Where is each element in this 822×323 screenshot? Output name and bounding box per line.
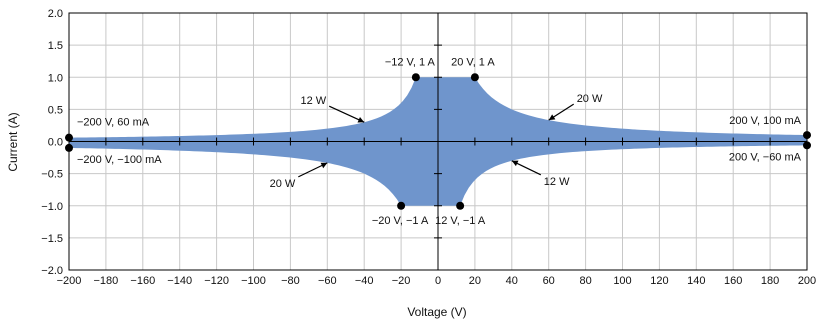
x-tick-label: 180 — [761, 275, 779, 287]
points — [65, 73, 811, 210]
data-point — [411, 73, 420, 82]
annotation-arrow — [328, 105, 365, 123]
x-tick-label: −40 — [355, 275, 374, 287]
y-tick-label: −2.0 — [41, 265, 63, 277]
x-tick-label: −200 — [57, 275, 82, 287]
annotation-label: 20 W — [270, 178, 296, 190]
x-tick-label: −100 — [241, 275, 266, 287]
y-tick-label: 1.5 — [48, 40, 63, 52]
x-tick-label: −140 — [167, 275, 192, 287]
point-label: 200 V, −60 mA — [729, 151, 802, 163]
x-tick-label: −120 — [204, 275, 229, 287]
y-tick-label: −0.5 — [41, 169, 63, 181]
x-tick-label: −160 — [130, 275, 155, 287]
y-tick-label: 2.0 — [48, 8, 63, 20]
y-tick-label: −1.0 — [41, 201, 63, 213]
data-point — [65, 133, 73, 142]
data-point — [65, 143, 73, 152]
y-tick-label: 0.5 — [48, 104, 63, 116]
x-tick-label: 200 — [798, 275, 816, 287]
x-tick-label: 0 — [435, 275, 441, 287]
y-tick-label: 1.0 — [48, 72, 63, 84]
data-point — [803, 141, 811, 150]
data-point — [803, 131, 811, 140]
point-label: −20 V, −1 A — [372, 215, 429, 227]
annotation-label: 12 W — [544, 176, 570, 188]
x-tick-label: −180 — [94, 275, 119, 287]
x-tick-label: −20 — [392, 275, 411, 287]
x-tick-label: 40 — [506, 275, 518, 287]
annotations: 12 W 20 W 20 W 12 W — [270, 93, 603, 190]
data-point — [470, 73, 479, 82]
point-label: −12 V, 1 A — [385, 56, 436, 68]
point-label: −200 V, 60 mA — [77, 117, 150, 129]
point-label: 20 V, 1 A — [451, 56, 495, 68]
x-tick-label: 120 — [650, 275, 668, 287]
x-tick-label: −80 — [281, 275, 300, 287]
data-point — [456, 201, 465, 210]
annotation-arrowhead — [320, 162, 328, 169]
y-tick-labels: −2.0 −1.5 −1.0 −0.5 0.0 0.5 1.0 1.5 2.0 — [41, 8, 63, 277]
x-tick-label: 80 — [579, 275, 591, 287]
x-tick-label: 20 — [469, 275, 481, 287]
x-axis-label: Voltage (V) — [407, 305, 466, 319]
x-tick-label: 160 — [724, 275, 742, 287]
x-tick-label: 140 — [687, 275, 705, 287]
annotation-arrowhead — [511, 160, 519, 167]
x-tick-label: −60 — [318, 275, 337, 287]
annotation-arrowhead — [357, 117, 365, 123]
annotation-label: 12 W — [301, 95, 327, 107]
data-point — [397, 201, 406, 210]
y-axis-label: Current (A) — [6, 112, 20, 171]
y-tick-label: 0.0 — [48, 137, 63, 149]
point-labels: −200 V, 60 mA −200 V, −100 mA −12 V, 1 A 20… — [77, 56, 802, 227]
annotation-label: 20 W — [577, 93, 603, 105]
point-label: 12 V, −1 A — [435, 215, 486, 227]
point-label: 200 V, 100 mA — [729, 115, 801, 127]
x-tick-labels: −200 −180 −160 −140 −120 −100 −80 −60 −40 −20 0 20 4… — [57, 275, 817, 287]
y-tick-label: −1.5 — [41, 233, 63, 245]
x-tick-label: 100 — [613, 275, 631, 287]
annotation-arrowhead — [548, 114, 556, 121]
axes — [68, 12, 808, 271]
point-label: −200 V, −100 mA — [77, 154, 162, 166]
x-tick-label: 60 — [543, 275, 555, 287]
